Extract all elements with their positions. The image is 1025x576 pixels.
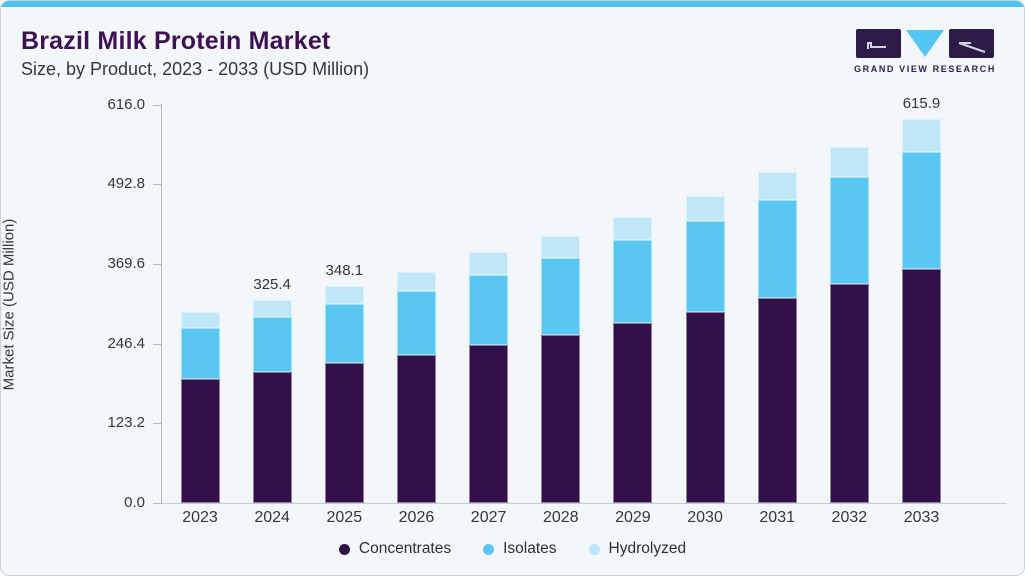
- bar-segment-isolates: [902, 152, 941, 270]
- bar-segment-concentrates: [180, 379, 220, 503]
- bar-segment-hydrolyzed: [469, 252, 509, 275]
- bar-segment-concentrates: [829, 284, 869, 503]
- bar-segment-hydrolyzed: [324, 286, 364, 305]
- bar-value-label: 325.4: [253, 276, 291, 294]
- y-axis-line: [161, 104, 162, 503]
- bar-segment-hydrolyzed: [180, 312, 220, 329]
- bar-segment-concentrates: [685, 311, 725, 503]
- y-tick-line: [153, 423, 162, 425]
- x-axis-label: 2028: [542, 509, 579, 526]
- legend-item-isolates: Isolates: [483, 540, 557, 558]
- bar-segment-hydrolyzed: [396, 272, 436, 292]
- logo-g-glyph: [867, 42, 886, 49]
- bar-segment-isolates: [469, 274, 509, 346]
- logo-wordmark: GRAND VIEW RESEARCH: [854, 64, 996, 74]
- y-tick-label: 246.4: [107, 334, 145, 352]
- x-axis-label: 2024: [254, 509, 290, 526]
- logo-shapes: [852, 29, 998, 59]
- bar-segment-concentrates: [324, 363, 364, 503]
- logo-r-glyph: [958, 42, 986, 53]
- logo-r-block: [949, 29, 994, 58]
- x-axis-label: 2029: [615, 509, 651, 526]
- bar-segment-isolates: [324, 304, 364, 364]
- bar-segment-concentrates: [396, 355, 436, 503]
- y-tick-label: 369.6: [107, 254, 145, 272]
- x-axis-label: 2026: [398, 509, 435, 526]
- bar-segment-hydrolyzed: [829, 147, 869, 178]
- bar-segment-hydrolyzed: [685, 196, 725, 222]
- bar-segment-concentrates: [757, 298, 797, 503]
- legend-item-concentrates: Concentrates: [338, 540, 452, 558]
- bar-segment-hydrolyzed: [902, 119, 941, 153]
- legend-item-hydrolyzed: Hydrolyzed: [588, 540, 687, 558]
- y-tick-label: 492.8: [107, 175, 145, 193]
- legend-dot-icon: [588, 543, 600, 555]
- legend: Concentrates Isolates Hydrolyzed: [1, 540, 1024, 558]
- grand-view-research-logo: GRAND VIEW RESEARCH: [852, 29, 998, 74]
- bar-segment-concentrates: [902, 269, 941, 503]
- bar-value-label: 615.9: [902, 95, 941, 113]
- x-axis-baseline: [161, 503, 1007, 504]
- x-axis-label: 2025: [326, 509, 363, 526]
- bar-segment-isolates: [541, 258, 581, 336]
- y-tick-line: [153, 104, 162, 106]
- bar-segment-hydrolyzed: [252, 300, 292, 318]
- bar-value-label: 348.1: [325, 262, 364, 280]
- legend-label: Isolates: [503, 540, 557, 557]
- y-tick-line: [153, 503, 162, 504]
- bar-segment-isolates: [757, 200, 797, 299]
- x-axis-label: 2023: [182, 509, 218, 526]
- x-axis-label: 2030: [687, 509, 723, 526]
- legend-dot-icon: [483, 543, 495, 555]
- x-axis-label: 2027: [470, 509, 507, 526]
- bar-segment-hydrolyzed: [613, 217, 653, 241]
- bar-segment-isolates: [396, 291, 436, 356]
- bar-segment-isolates: [252, 317, 292, 373]
- bar-segment-isolates: [685, 221, 725, 312]
- bar-segment-concentrates: [613, 323, 653, 503]
- bar-segment-concentrates: [252, 372, 292, 503]
- y-tick-label: 0.0: [124, 494, 145, 511]
- bar-segment-concentrates: [469, 345, 509, 503]
- x-axis-label: 2032: [831, 509, 868, 526]
- y-tick-label: 616.0: [107, 95, 145, 113]
- bar-segment-hydrolyzed: [541, 236, 581, 259]
- y-tick-line: [153, 343, 162, 345]
- bar-segment-hydrolyzed: [757, 172, 797, 201]
- x-axis-label: 2031: [759, 509, 795, 526]
- legend-dot-icon: [338, 543, 350, 555]
- bar-segment-isolates: [829, 177, 869, 285]
- legend-label: Hydrolyzed: [608, 540, 687, 557]
- page-subtitle: Size, by Product, 2023 - 2033 (USD Milli…: [21, 59, 370, 79]
- logo-v-triangle-icon: [906, 30, 944, 57]
- bar-segment-concentrates: [541, 335, 581, 503]
- page-title: Brazil Milk Protein Market: [21, 27, 331, 55]
- legend-label: Concentrates: [358, 540, 452, 557]
- bar-segment-isolates: [613, 240, 653, 324]
- y-tick-line: [153, 184, 162, 186]
- top-accent-bar: [1, 1, 1024, 7]
- bar-segment-isolates: [180, 328, 220, 380]
- y-tick-label: 123.2: [107, 414, 145, 432]
- x-axis-label: 2033: [903, 509, 940, 526]
- logo-g-block: [856, 29, 901, 58]
- y-axis-title: Market Size (USD Million): [0, 218, 18, 391]
- y-tick-line: [153, 263, 162, 265]
